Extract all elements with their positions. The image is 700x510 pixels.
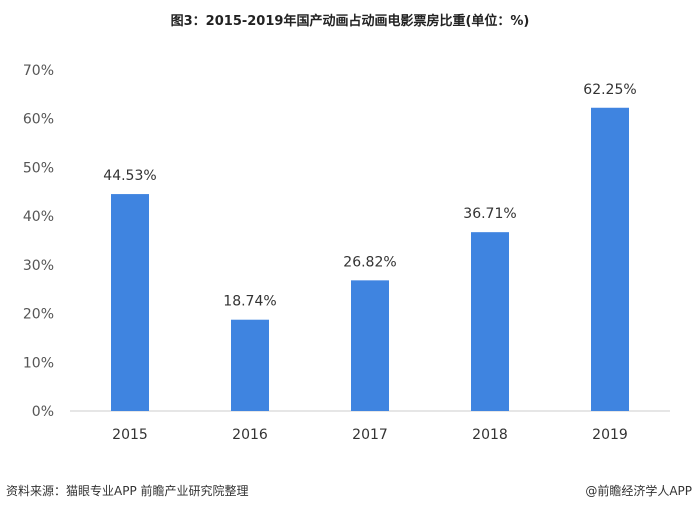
y-tick-label: 30% — [23, 258, 54, 274]
y-tick-label: 40% — [23, 209, 54, 225]
data-label: 44.53% — [103, 168, 156, 184]
y-tick-label: 0% — [32, 404, 54, 420]
source-note: 资料来源：猫眼专业APP 前瞻产业研究院整理 — [6, 484, 249, 498]
data-label: 18.74% — [223, 294, 276, 310]
brand-label: @前瞻经济学人APP — [585, 484, 692, 498]
bar — [231, 319, 269, 411]
bar — [111, 194, 149, 411]
y-tick-label: 70% — [23, 63, 54, 79]
x-tick-label: 2015 — [112, 427, 148, 443]
bar — [351, 280, 389, 411]
x-tick-label: 2017 — [352, 427, 388, 443]
data-label: 62.25% — [583, 82, 636, 98]
y-tick-label: 50% — [23, 160, 54, 176]
x-tick-label: 2016 — [232, 427, 268, 443]
y-tick-label: 10% — [23, 355, 54, 371]
data-label: 26.82% — [343, 254, 396, 270]
data-label: 36.71% — [463, 206, 516, 222]
x-tick-label: 2018 — [472, 427, 508, 443]
y-tick-label: 60% — [23, 112, 54, 128]
bar — [471, 232, 509, 411]
y-tick-label: 20% — [23, 307, 54, 323]
chart-title: 图3：2015-2019年国产动画占动画电影票房比重(单位：%) — [170, 14, 530, 29]
x-tick-label: 2019 — [592, 427, 628, 443]
bar — [591, 107, 629, 411]
